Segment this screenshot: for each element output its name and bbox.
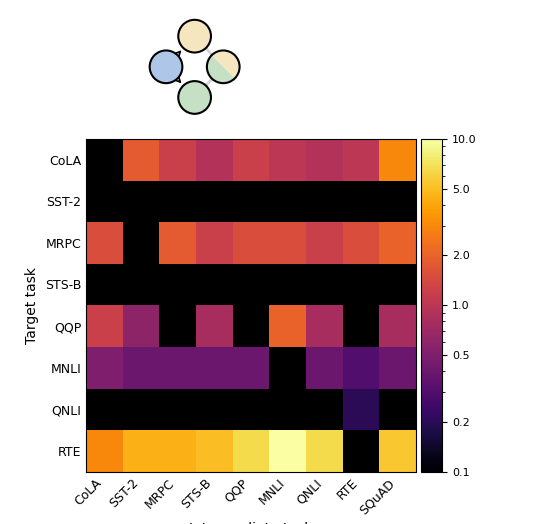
Wedge shape (212, 50, 239, 79)
Circle shape (178, 20, 211, 52)
Wedge shape (207, 55, 235, 83)
Circle shape (178, 81, 211, 114)
Circle shape (150, 50, 182, 83)
Y-axis label: Target task: Target task (25, 267, 39, 344)
X-axis label: Intermediate task: Intermediate task (189, 522, 312, 524)
